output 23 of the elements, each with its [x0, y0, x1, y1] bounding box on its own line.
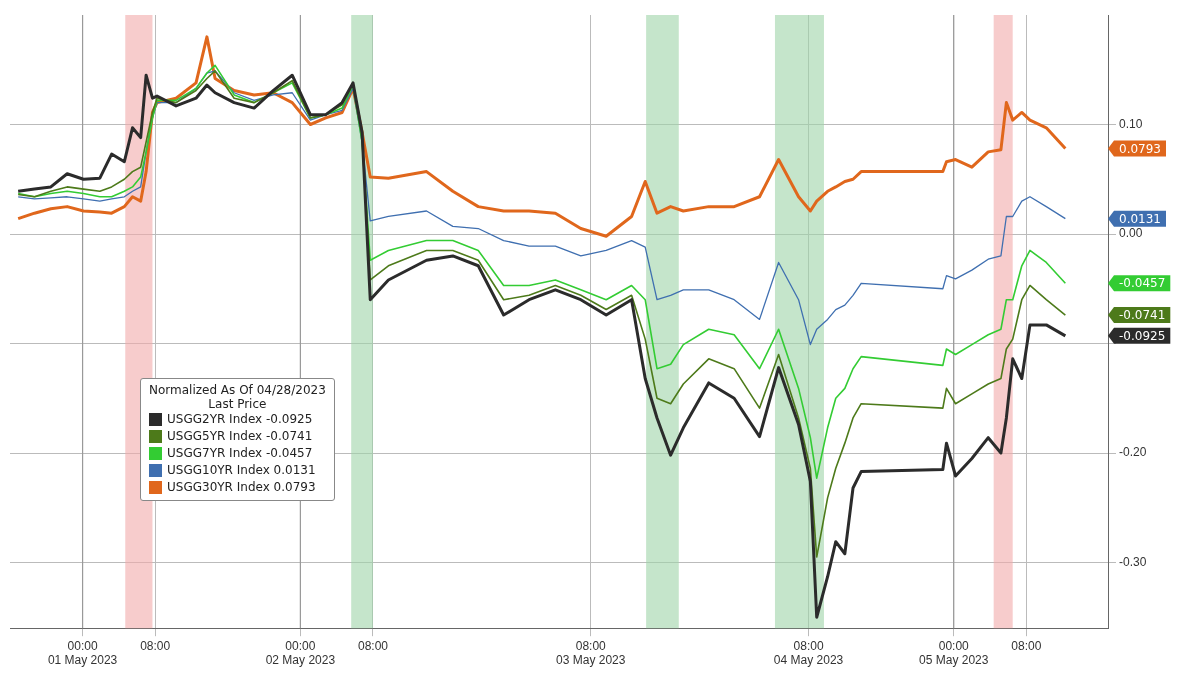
legend-label: USGG7YR Index -0.0457: [167, 445, 313, 462]
legend-label: USGG2YR Index -0.0925: [167, 411, 313, 428]
text: -0.0925: [1119, 328, 1166, 343]
text: 0.0793: [1119, 141, 1161, 156]
y-tick-label: -0.30: [1119, 554, 1147, 569]
x-tick-label: 00:00 01 May 2023: [47, 638, 118, 668]
x-tick-label: 08:00 03 May 2023: [556, 638, 626, 668]
y-tick-label: 0.00: [1119, 226, 1143, 241]
y-tick-label: -0.20: [1119, 445, 1147, 460]
legend-title: Normalized As Of 04/28/2023 Last Price: [149, 383, 326, 411]
legend-label: USGG30YR Index 0.0793: [167, 479, 316, 496]
x-tick-label: 00:00 02 May 2023: [265, 638, 336, 668]
x-tick-label: 00:00 05 May 2023: [919, 638, 989, 668]
y-tick-label: 0.10: [1119, 116, 1143, 131]
x-tick-label: 08:00: [357, 638, 389, 653]
legend-label: USGG5YR Index -0.0741: [167, 428, 313, 445]
text: 0.0131: [1119, 211, 1161, 226]
text: -0.0741: [1119, 308, 1166, 323]
legend-label: USGG10YR Index 0.0131: [167, 462, 316, 479]
text: -0.0457: [1119, 276, 1166, 291]
x-tick-label: 08:00 04 May 2023: [773, 638, 844, 668]
x-tick-label: 08:00: [1011, 638, 1042, 653]
x-tick-label: 08:00: [140, 638, 171, 653]
